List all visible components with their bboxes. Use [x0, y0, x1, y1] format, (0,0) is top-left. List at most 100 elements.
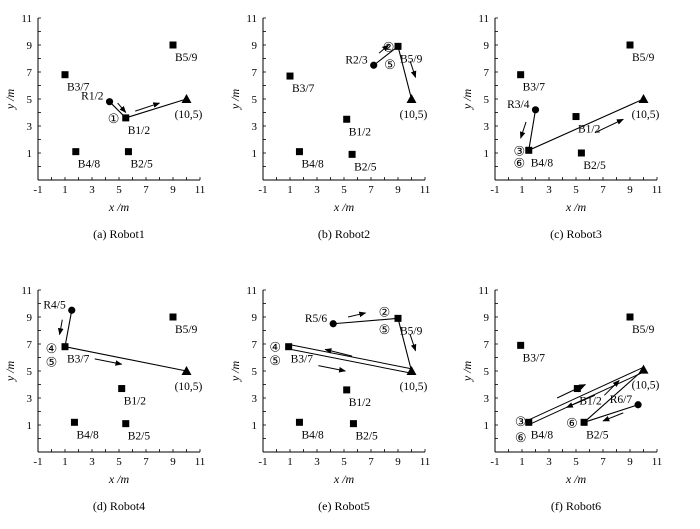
box-marker: [122, 420, 130, 428]
step-number: ④: [46, 341, 58, 356]
y-tick-label: 9: [252, 40, 258, 52]
panel-caption: (d) Robot4: [93, 499, 145, 513]
x-tick-label: 7: [600, 456, 606, 468]
box-label: B2/5: [130, 159, 153, 171]
x-tick-label: 5: [116, 456, 122, 468]
y-tick-label: 11: [246, 285, 257, 297]
y-tick-label: 3: [27, 121, 33, 133]
x-tick-label: 9: [627, 184, 633, 196]
y-tick-label: 5: [484, 366, 490, 378]
y-tick-label: 3: [27, 393, 33, 405]
box-label: B5/9: [175, 52, 198, 64]
x-tick-label: 11: [652, 456, 663, 468]
x-tick-label: 3: [546, 184, 552, 196]
x-tick-label: 9: [395, 184, 401, 196]
y-tick-label: 9: [484, 40, 490, 52]
target-label: (10,5): [400, 381, 428, 393]
box-marker: [573, 385, 581, 393]
step-number: ⑥: [566, 415, 578, 430]
box-label: B5/9: [400, 53, 423, 65]
x-tick-label: 3: [546, 456, 552, 468]
box-marker: [343, 386, 351, 394]
y-tick-label: 11: [21, 285, 32, 297]
y-tick-label: 11: [478, 285, 489, 297]
box-marker: [295, 148, 303, 156]
x-tick-label: 5: [341, 456, 347, 468]
box-marker: [295, 418, 303, 426]
box-marker: [343, 115, 351, 123]
x-tick-label: 5: [341, 184, 347, 196]
box-label: B3/7: [67, 82, 90, 94]
x-axis-title: x /m: [565, 472, 587, 486]
y-tick-label: 7: [252, 339, 258, 351]
y-tick-label: 3: [484, 121, 490, 133]
y-tick-label: 11: [21, 13, 32, 25]
robot-marker: [531, 106, 540, 114]
box-label: B1/2: [124, 396, 147, 408]
x-tick-label: 3: [314, 184, 320, 196]
panel-caption: (b) Robot2: [318, 227, 370, 241]
shuttle-line: [288, 348, 412, 374]
y-tick-label: 3: [252, 121, 258, 133]
x-tick-label: -1: [33, 184, 42, 196]
x-axis-title: x /m: [565, 200, 587, 214]
y-tick-label: 9: [27, 40, 33, 52]
y-tick-label: 1: [27, 148, 33, 160]
shuttle-line: [529, 371, 645, 425]
box-marker: [169, 41, 177, 49]
robot-label: R6/7: [610, 394, 633, 406]
box-marker: [517, 71, 525, 79]
box-marker: [72, 148, 80, 156]
direction-arrow: [57, 319, 64, 336]
x-tick-label: 1: [287, 184, 293, 196]
y-tick-label: 1: [252, 148, 258, 160]
y-tick-label: 3: [484, 393, 490, 405]
box-marker: [572, 113, 580, 121]
y-tick-label: 1: [484, 420, 490, 432]
y-tick-label: 7: [252, 67, 258, 79]
robot-marker: [370, 61, 378, 69]
direction-arrow: [602, 412, 624, 422]
y-tick-label: 7: [27, 67, 33, 79]
panel-caption: (e) Robot5: [318, 499, 370, 513]
step-number: ⑥: [513, 155, 525, 170]
x-tick-label: 1: [519, 456, 525, 468]
y-tick-label: 11: [478, 13, 489, 25]
x-tick-label: 11: [195, 184, 206, 196]
box-label: B2/5: [354, 161, 377, 173]
x-tick-label: 7: [368, 184, 374, 196]
direction-arrow: [378, 44, 390, 54]
x-tick-label: 1: [519, 184, 525, 196]
box-marker: [70, 418, 78, 426]
box-label: B1/2: [349, 126, 372, 138]
x-tick-label: 11: [420, 184, 431, 196]
box-marker: [124, 148, 132, 156]
panel-caption: (c) Robot3: [550, 227, 602, 241]
box-marker: [285, 343, 293, 351]
box-label: B2/5: [586, 429, 609, 441]
robot-marker: [634, 401, 642, 409]
shuttle-line: [288, 344, 413, 370]
step-number: ⑤: [269, 353, 281, 368]
x-tick-label: 11: [195, 456, 206, 468]
target-marker: [406, 94, 417, 103]
x-tick-label: 11: [420, 456, 431, 468]
x-tick-label: -1: [258, 456, 267, 468]
x-tick-label: 7: [143, 456, 149, 468]
y-tick-label: 5: [27, 94, 33, 106]
direction-arrow: [94, 358, 123, 366]
y-tick-label: 9: [252, 312, 258, 324]
target-label: (10,5): [175, 109, 203, 121]
x-axis-title: x /m: [108, 200, 130, 214]
step-number: ③: [513, 143, 525, 158]
direction-arrow: [519, 121, 527, 139]
box-label: B4/8: [531, 429, 554, 441]
box-label: B1/2: [349, 397, 372, 409]
robot-label: R1/2: [81, 91, 104, 103]
x-axis-title: x /m: [333, 472, 355, 486]
box-marker: [517, 341, 525, 349]
